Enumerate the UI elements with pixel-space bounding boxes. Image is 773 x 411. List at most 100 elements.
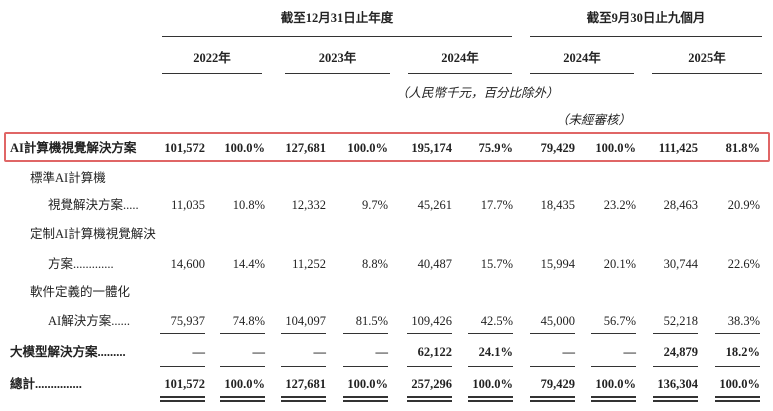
- cell: 20.1%: [603, 257, 636, 271]
- cell: —: [623, 345, 637, 359]
- group-title: 截至12月31日止年度: [280, 11, 394, 25]
- cell: 28,463: [663, 198, 698, 212]
- cell-rule: [281, 366, 326, 367]
- row-label: 定制AI計算機視覺解決: [30, 227, 156, 241]
- cell-rule: [407, 333, 452, 334]
- cell: 257,296: [411, 377, 452, 391]
- cell: 127,681: [285, 141, 326, 155]
- cell-rule: [281, 333, 326, 334]
- cell-rule: [407, 366, 452, 367]
- cell: 18,435: [540, 198, 575, 212]
- cell: 81.8%: [725, 141, 760, 155]
- cell: —: [313, 345, 327, 359]
- year-header: 2024年: [441, 51, 479, 65]
- cell: 79,429: [540, 377, 575, 391]
- cell: 23.2%: [603, 198, 636, 212]
- row-label: 標準AI計算機: [30, 171, 106, 185]
- total-rule: [220, 396, 265, 398]
- cell-rule: [220, 333, 265, 334]
- total-rule: [407, 396, 452, 398]
- highlight-box: [4, 132, 770, 162]
- cell-rule: [591, 366, 636, 367]
- cell-rule: [530, 366, 575, 367]
- cell: 74.8%: [232, 314, 265, 328]
- cell-rule: [160, 333, 205, 334]
- total-rule: [281, 400, 326, 402]
- cell-rule: [653, 366, 698, 367]
- total-rule: [591, 400, 636, 402]
- unaudited-note: （未經審核）: [556, 113, 632, 127]
- cell: 104,097: [285, 314, 326, 328]
- total-rule: [653, 396, 698, 398]
- cell-rule: [468, 333, 513, 334]
- cell: 100.0%: [595, 141, 636, 155]
- cell-rule: [220, 366, 265, 367]
- row-label: 視覺解決方案.....: [48, 198, 139, 212]
- year-header: 2023年: [318, 51, 357, 65]
- cell-rule: [343, 366, 388, 367]
- cell: 45,261: [417, 198, 452, 212]
- total-rule: [343, 396, 388, 398]
- year-header: 2022年: [193, 51, 231, 65]
- total-rule: [468, 400, 513, 402]
- total-rule: [715, 396, 760, 398]
- year-rule: [652, 73, 762, 74]
- cell: 15.7%: [480, 257, 513, 271]
- cell: 100.0%: [224, 141, 265, 155]
- total-rule: [281, 396, 326, 398]
- cell: 12,332: [291, 198, 326, 212]
- total-rule: [653, 400, 698, 402]
- cell: 17.7%: [480, 198, 513, 212]
- cell-rule: [715, 333, 760, 334]
- year-rule: [530, 73, 634, 74]
- cell: 40,487: [417, 257, 452, 271]
- row-label: 總計...............: [10, 377, 82, 391]
- cell-rule: [468, 366, 513, 367]
- cell: 81.5%: [355, 314, 388, 328]
- cell: 42.5%: [480, 314, 513, 328]
- total-rule: [715, 400, 760, 402]
- group-rule: [530, 36, 762, 37]
- cell: 100.0%: [347, 377, 388, 391]
- year-rule: [285, 73, 390, 74]
- cell: 62,122: [417, 345, 452, 359]
- cell: 100.0%: [472, 377, 513, 391]
- total-rule: [591, 396, 636, 398]
- cell: 100.0%: [719, 377, 760, 391]
- cell: 10.8%: [232, 198, 265, 212]
- row-label: 軟件定義的一體化: [30, 285, 131, 299]
- cell: 9.7%: [361, 198, 388, 212]
- cell: 14,600: [170, 257, 205, 271]
- cell-rule: [530, 333, 575, 334]
- cell-rule: [160, 366, 205, 367]
- row-label: AI解決方案......: [48, 314, 130, 328]
- cell: 20.9%: [727, 198, 760, 212]
- cell-rule: [343, 333, 388, 334]
- year-header: 2024年: [563, 51, 601, 65]
- cell: 8.8%: [361, 257, 388, 271]
- group-rule: [162, 36, 512, 37]
- cell: 11,035: [171, 198, 205, 212]
- total-rule: [407, 400, 452, 402]
- cell: 75.9%: [478, 141, 513, 155]
- cell: 195,174: [411, 141, 452, 155]
- unit-note: （人民幣千元，百分比除外）: [396, 86, 559, 100]
- year-rule: [408, 73, 512, 74]
- total-rule: [468, 396, 513, 398]
- cell: 101,572: [164, 377, 205, 391]
- cell: 18.2%: [725, 345, 760, 359]
- year-rule: [162, 73, 262, 74]
- cell: 136,304: [657, 377, 698, 391]
- cell: 22.6%: [727, 257, 760, 271]
- cell: 52,218: [663, 314, 698, 328]
- cell: 11,252: [292, 257, 326, 271]
- cell: 75,937: [170, 314, 205, 328]
- cell: 24,879: [663, 345, 698, 359]
- cell-rule: [591, 333, 636, 334]
- cell: 109,426: [411, 314, 452, 328]
- row-label: 方案.............: [48, 257, 114, 271]
- cell: —: [192, 345, 206, 359]
- group-title: 截至9月30日止九個月: [586, 11, 706, 25]
- cell: 15,994: [540, 257, 575, 271]
